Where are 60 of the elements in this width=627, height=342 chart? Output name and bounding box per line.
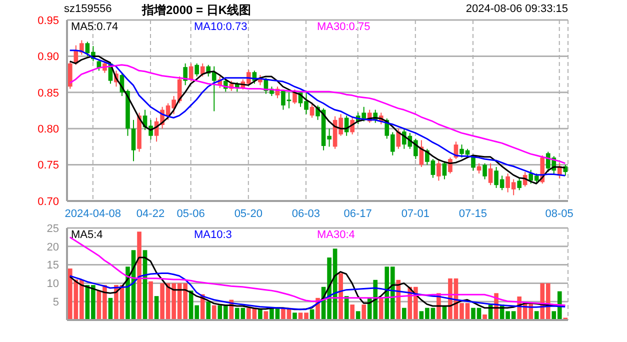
candlestick bbox=[517, 177, 522, 191]
candlestick bbox=[68, 60, 72, 90]
candlestick bbox=[476, 162, 482, 174]
bar bbox=[350, 304, 354, 320]
candlestick bbox=[396, 128, 401, 150]
y-tick-label: 0.80 bbox=[38, 124, 59, 136]
line-series bbox=[69, 272, 566, 310]
text: MA5:0.74 bbox=[71, 21, 118, 33]
text: MA30:0.75 bbox=[317, 21, 370, 33]
bar bbox=[212, 305, 216, 320]
x-tick-label: 07-01 bbox=[401, 208, 430, 220]
y-tick-label: 5 bbox=[52, 296, 59, 309]
text: MA5:4 bbox=[71, 229, 103, 241]
y-tick-label: 0.90 bbox=[38, 51, 59, 64]
y-tick-label: 0.85 bbox=[38, 87, 59, 100]
text: MA30:4 bbox=[317, 229, 355, 241]
y-tick-label: 15 bbox=[46, 260, 59, 272]
bar bbox=[356, 311, 360, 320]
bar bbox=[378, 298, 384, 320]
candlestick bbox=[200, 62, 205, 77]
x-tick-label: 2024-04-08 bbox=[64, 208, 122, 220]
y-tick-label: 0.95 bbox=[38, 14, 59, 27]
x-tick-label: 06-17 bbox=[344, 208, 372, 220]
text: MA10:0.73 bbox=[194, 21, 248, 33]
bar bbox=[362, 304, 366, 320]
candlestick bbox=[448, 157, 452, 174]
chart-title: 指增2000 = 日K线图 bbox=[142, 2, 252, 19]
x-tick-label: 08-05 bbox=[545, 208, 574, 220]
y-tick-label: 20 bbox=[46, 241, 59, 254]
candlestick bbox=[183, 62, 188, 86]
candlestick bbox=[488, 162, 493, 186]
text: MA10:3 bbox=[194, 229, 232, 241]
x-tick-label: 06-03 bbox=[292, 208, 320, 220]
candlestick bbox=[563, 164, 568, 176]
candlestick bbox=[131, 119, 136, 162]
candlestick bbox=[482, 162, 487, 180]
candlestick bbox=[188, 62, 194, 82]
x-tick-label: 05-06 bbox=[176, 208, 205, 220]
candlestick bbox=[292, 89, 297, 104]
bar bbox=[338, 273, 343, 320]
x-tick-label: 05-20 bbox=[234, 208, 262, 220]
bar bbox=[402, 308, 406, 320]
x-tick-label: 04-22 bbox=[136, 208, 165, 220]
x-tick-label: 07-15 bbox=[458, 208, 488, 220]
bar bbox=[534, 311, 539, 320]
bar bbox=[137, 232, 142, 320]
candlestick bbox=[310, 102, 314, 118]
candlestick bbox=[194, 62, 200, 77]
y-tick-label: 25 bbox=[46, 222, 59, 235]
text: sz159556 bbox=[64, 3, 112, 15]
candlestick bbox=[442, 160, 447, 180]
bar bbox=[292, 312, 297, 320]
bar bbox=[206, 302, 211, 320]
y-tick-label: 0.75 bbox=[38, 160, 59, 172]
y-tick-label: 10 bbox=[46, 278, 59, 290]
candlestick bbox=[436, 160, 441, 182]
y-tick-label: 0.70 bbox=[38, 196, 59, 208]
bar bbox=[148, 281, 153, 320]
bar bbox=[258, 309, 262, 320]
text: 2024-08-06 09:33:15 bbox=[466, 3, 568, 15]
